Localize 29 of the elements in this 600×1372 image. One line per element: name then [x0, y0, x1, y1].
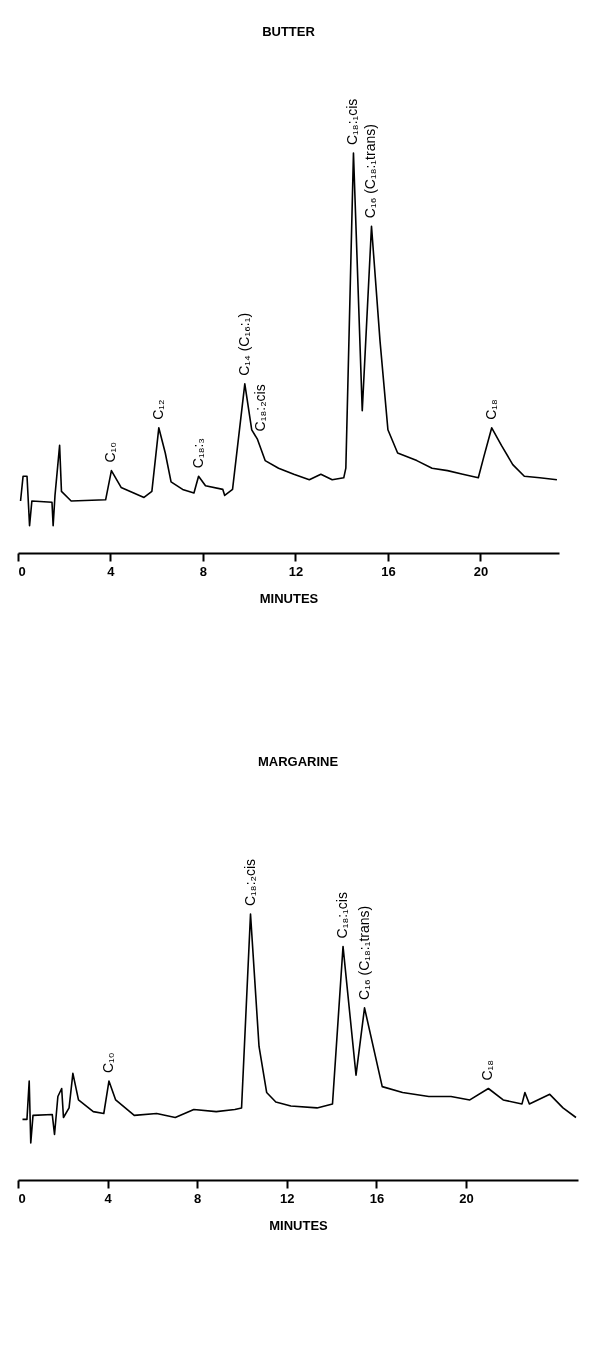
- annotation: C₁₈:₃: [189, 437, 206, 469]
- x-tick-label: 12: [288, 563, 304, 579]
- annotation: C₁₈:₂cis: [241, 858, 258, 906]
- x-tick-label: 4: [107, 563, 116, 579]
- x-tick-label: 16: [369, 1190, 385, 1206]
- annotation: C₁₀: [102, 441, 119, 463]
- x-tick-label: 8: [194, 1190, 202, 1206]
- x-tick-label: 16: [381, 563, 396, 579]
- x-tick-label: 20: [473, 563, 489, 579]
- x-tick-label: 12: [280, 1190, 295, 1206]
- annotation: C₁₆ (C₁₈:₁trans): [355, 905, 372, 1000]
- chart-title: BUTTER: [262, 23, 316, 39]
- annotation: C₁₀: [99, 1052, 116, 1074]
- x-tick-label: 8: [199, 563, 208, 579]
- annotation: C₁₈: [482, 399, 499, 420]
- annotation: C₁₈:₂cis: [251, 384, 268, 432]
- x-tick-label: 0: [18, 563, 26, 579]
- annotation: C₁₈:₁cis: [334, 892, 351, 939]
- x-tick-label: 0: [18, 1190, 26, 1206]
- annotation: C₁₈:₁cis: [344, 98, 361, 145]
- annotation: C₁₄ (C₁₆:₁): [235, 312, 252, 376]
- annotation: C₁₂: [149, 399, 166, 420]
- x-tick-label: 4: [104, 1190, 113, 1206]
- annotation: C₁₈: [479, 1059, 496, 1081]
- x-tick-label: 20: [459, 1190, 474, 1206]
- x-axis-title: MINUTES: [269, 1217, 329, 1233]
- chart-title: MARGARINE: [257, 753, 339, 769]
- x-axis-title: MINUTES: [259, 590, 319, 606]
- annotation: C₁₆ (C₁₈:₁trans): [362, 124, 379, 219]
